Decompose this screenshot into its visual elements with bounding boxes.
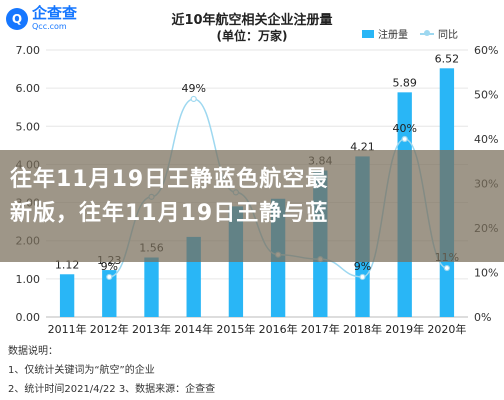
- notes-line-2: 2、统计时间2021/4/22 3、数据来源：企查查: [8, 384, 216, 395]
- brand-logo: Q 企查查 Qcc.com: [6, 6, 77, 31]
- bar: [144, 257, 159, 317]
- y-left-tick-label: 0.00: [16, 311, 41, 324]
- headline-overlay: [0, 150, 504, 262]
- brand-mark-icon: Q: [6, 7, 28, 30]
- data-notes: 数据说明： 1、仅统计关键词为“航空”的企业 2、统计时间2021/4/22 3…: [8, 342, 215, 399]
- yoy-point: [190, 95, 197, 103]
- y-right-tick-label: 60%: [474, 44, 498, 57]
- legend-label-yoy: 同比: [438, 30, 458, 41]
- yoy-point: [401, 135, 408, 143]
- y-right-tick-label: 0%: [474, 311, 491, 324]
- x-tick-label: 2018年: [343, 322, 382, 336]
- bar-value-label: 5.89: [392, 76, 417, 89]
- x-tick-label: 2012年: [90, 322, 129, 336]
- y-left-tick-label: 6.00: [16, 82, 41, 95]
- notes-line-1: 1、仅统计关键词为“航空”的企业: [8, 365, 155, 376]
- yoy-value-label: 9%: [101, 260, 118, 273]
- x-tick-label: 2013年: [132, 322, 171, 336]
- yoy-value-label: 9%: [354, 260, 371, 273]
- notes-heading: 数据说明：: [8, 346, 58, 357]
- headline-text: 往年11月19日王静蓝色航空最 新版，往年11月19日王静与蓝: [10, 163, 494, 231]
- chart-title: 近10年航空相关企业注册量: [171, 13, 333, 28]
- yoy-point: [443, 264, 450, 272]
- y-right-tick-label: 10%: [474, 267, 498, 280]
- brand-name: 企查查: [32, 4, 78, 22]
- headline-line-2: 新版，往年11月19日王静与蓝: [10, 201, 329, 226]
- x-tick-label: 2020年: [427, 322, 466, 336]
- y-right-tick-label: 50%: [474, 89, 498, 102]
- yoy-point: [359, 273, 366, 281]
- bar-value-label: 6.52: [435, 52, 460, 65]
- y-left-tick-label: 5.00: [16, 120, 41, 133]
- legend-line-swatch: [420, 29, 434, 36]
- legend-label-registrations: 注册量: [378, 30, 408, 41]
- brand-domain: Qcc.com: [32, 22, 67, 31]
- yoy-point: [106, 273, 113, 281]
- yoy-value-label: 40%: [392, 122, 416, 135]
- legend: 注册量 同比: [362, 26, 458, 41]
- bar: [102, 270, 117, 317]
- headline-line-1: 往年11月19日王静蓝色航空最: [10, 167, 329, 192]
- bar: [59, 274, 75, 317]
- x-axis-labels: 2011年 2012年 2013年 2014年 2015年 2016年 2017年 2018年…: [48, 322, 467, 336]
- legend-item-yoy: 同比: [420, 26, 458, 41]
- x-tick-label: 2014年: [174, 322, 213, 336]
- chart-subtitle: (单位：万家): [216, 29, 288, 43]
- y-right-tick-label: 40%: [474, 133, 498, 146]
- x-tick-label: 2015年: [216, 322, 255, 336]
- x-tick-label: 2016年: [259, 322, 298, 336]
- yoy-value-label: 49%: [181, 82, 205, 95]
- x-tick-label: 2017年: [301, 322, 340, 336]
- y-left-tick-label: 1.00: [16, 273, 41, 286]
- legend-bar-swatch: [362, 29, 374, 38]
- legend-item-registrations: 注册量: [362, 26, 408, 41]
- y-left-tick-label: 7.00: [16, 44, 41, 57]
- x-tick-label: 2011年: [48, 322, 87, 336]
- x-tick-label: 2019年: [385, 322, 424, 336]
